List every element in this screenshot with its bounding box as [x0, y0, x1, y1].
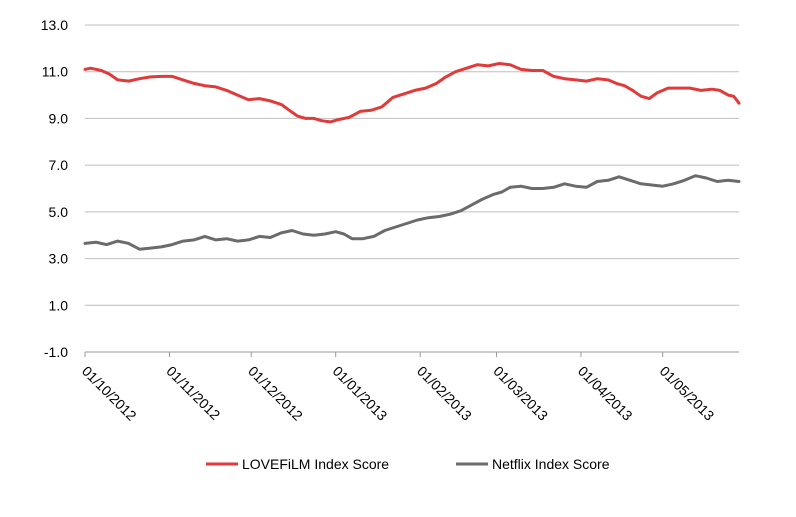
x-tick-label: 01/12/2012: [245, 363, 306, 424]
x-tick-label: 01/02/2013: [414, 363, 475, 424]
series-line-netflix: [83, 174, 741, 251]
y-tick-label: 11.0: [42, 64, 68, 80]
x-tick-label: 01/04/2013: [575, 363, 636, 424]
x-tick-label: 01/11/2012: [163, 363, 223, 423]
x-tick-label: 01/01/2013: [330, 363, 391, 424]
series-line-lovefilm: [83, 62, 741, 124]
y-tick-label: 9.0: [49, 110, 69, 126]
y-tick-label: 7.0: [49, 157, 69, 173]
series-lines: [83, 62, 741, 251]
gridlines: [85, 24, 739, 306]
x-tick-label: 01/03/2013: [490, 363, 551, 424]
y-tick-label: 5.0: [49, 204, 69, 220]
y-axis-ticks: 13.0 11.0 9.0 7.0 5.0 3.0 1.0 -1.0: [41, 17, 68, 360]
y-tick-label: -1.0: [44, 344, 68, 360]
x-tick-label: 01/10/2012: [79, 363, 140, 424]
x-tick-label: 01/05/2013: [657, 363, 718, 424]
legend-label: Netflix Index Score: [492, 456, 610, 472]
legend: LOVEFiLM Index Score Netflix Index Score: [206, 456, 610, 472]
y-tick-label: 1.0: [49, 297, 69, 313]
y-tick-label: 13.0: [41, 17, 68, 33]
legend-label: LOVEFiLM Index Score: [242, 456, 389, 472]
y-tick-label: 3.0: [49, 251, 69, 267]
x-axis-ticks: 01/10/2012 01/11/2012 01/12/2012 01/01/2013…: [79, 352, 718, 424]
